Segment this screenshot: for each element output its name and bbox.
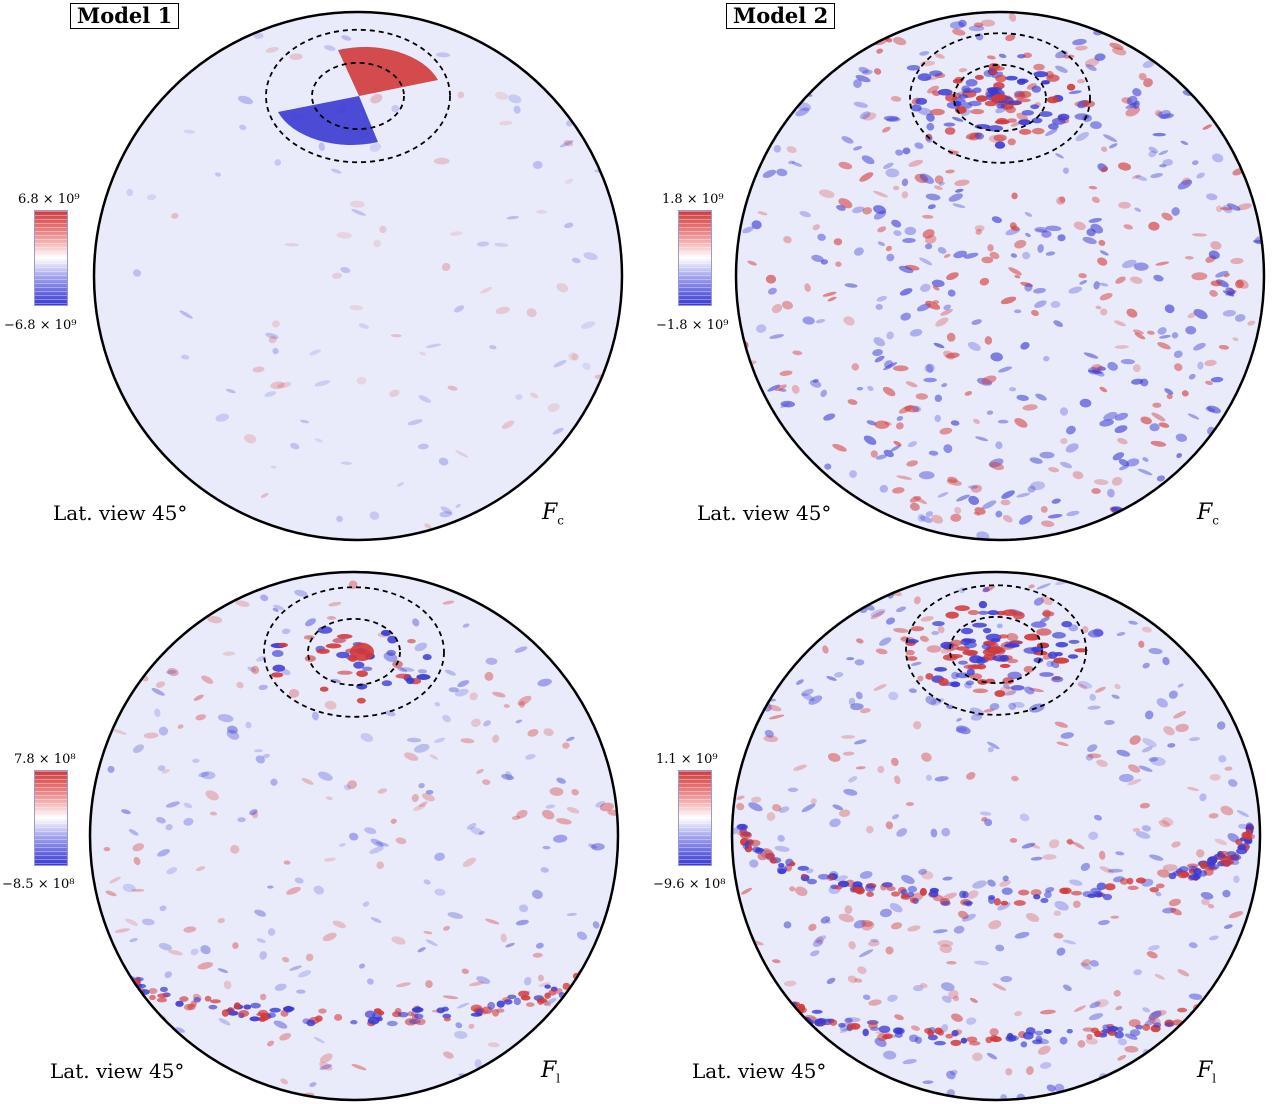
view-label: Lat. view 45°: [697, 501, 832, 525]
colorbar-max-label: 6.8 × 10⁹: [18, 192, 80, 207]
colorbar-min-label: −6.8 × 10⁹: [4, 318, 77, 333]
colorbar: [34, 210, 68, 306]
colorbar: [678, 210, 712, 306]
colorbar-max-label: 1.1 × 10⁹: [656, 752, 718, 767]
view-label: Lat. view 45°: [53, 501, 188, 525]
sphere-map-icon: [88, 570, 620, 1102]
colorbar-max-label: 1.8 × 10⁹: [662, 192, 724, 207]
model-1-label: Model 1: [70, 3, 180, 29]
field-label: Fl: [1197, 1058, 1217, 1086]
sphere-map-icon: [92, 10, 624, 542]
view-label: Lat. view 45°: [692, 1059, 827, 1083]
sphere-map-icon: [730, 570, 1262, 1102]
colorbar: [34, 770, 68, 866]
colorbar-min-label: −9.6 × 10⁸: [653, 877, 726, 892]
colorbar-min-label: −8.5 × 10⁸: [2, 877, 75, 892]
sphere-map-icon: [734, 10, 1266, 542]
colorbar: [678, 770, 712, 866]
model-2-label: Model 2: [726, 3, 836, 29]
field-label: Fc: [542, 500, 564, 528]
view-label: Lat. view 45°: [50, 1059, 185, 1083]
colorbar-min-label: −1.8 × 10⁹: [656, 318, 729, 333]
field-label: Fl: [541, 1058, 561, 1086]
field-label: Fc: [1197, 500, 1219, 528]
colorbar-max-label: 7.8 × 10⁸: [14, 752, 76, 767]
